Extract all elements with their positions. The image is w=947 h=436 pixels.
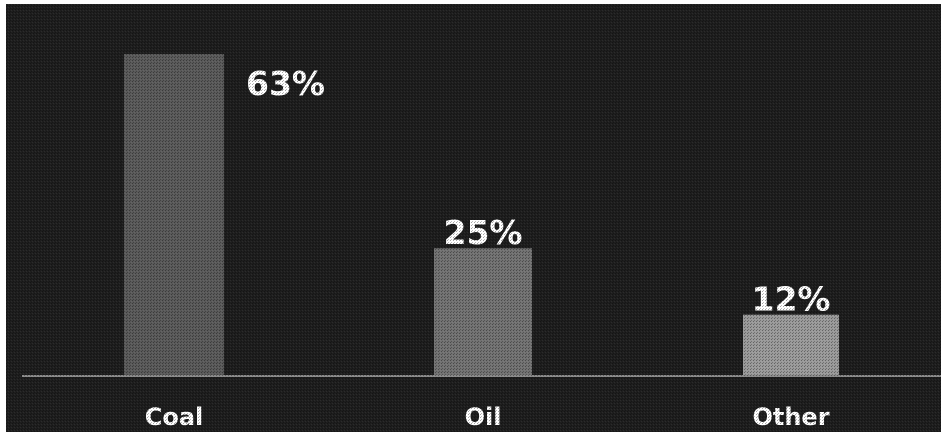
category-label-coal: Coal [145, 403, 204, 431]
bar-other [743, 314, 839, 376]
bar-oil [434, 248, 532, 376]
value-label-oil: 25% [444, 213, 523, 252]
value-label-other: 12% [752, 280, 831, 319]
value-label-coal: 63% [246, 64, 325, 103]
category-label-oil: Oil [465, 403, 502, 431]
bar-coal [124, 54, 224, 376]
category-label-other: Other [752, 403, 829, 431]
